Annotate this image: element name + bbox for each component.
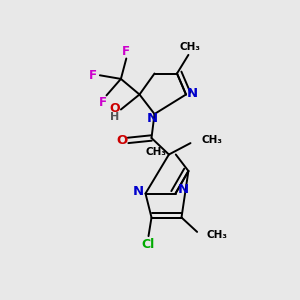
- Text: Cl: Cl: [142, 238, 155, 251]
- Text: CH₃: CH₃: [179, 41, 200, 52]
- Text: CH₃: CH₃: [201, 135, 222, 145]
- Text: N: N: [177, 183, 189, 196]
- Text: F: F: [122, 45, 130, 58]
- Text: F: F: [89, 69, 97, 82]
- Text: N: N: [132, 184, 144, 198]
- Text: F: F: [99, 96, 107, 110]
- Text: N: N: [146, 112, 158, 125]
- Text: CH₃: CH₃: [207, 230, 228, 240]
- Text: O: O: [116, 134, 127, 147]
- Text: H: H: [110, 112, 119, 122]
- Text: O: O: [110, 101, 120, 115]
- Text: N: N: [187, 86, 198, 100]
- Text: CH₃: CH₃: [145, 146, 166, 157]
